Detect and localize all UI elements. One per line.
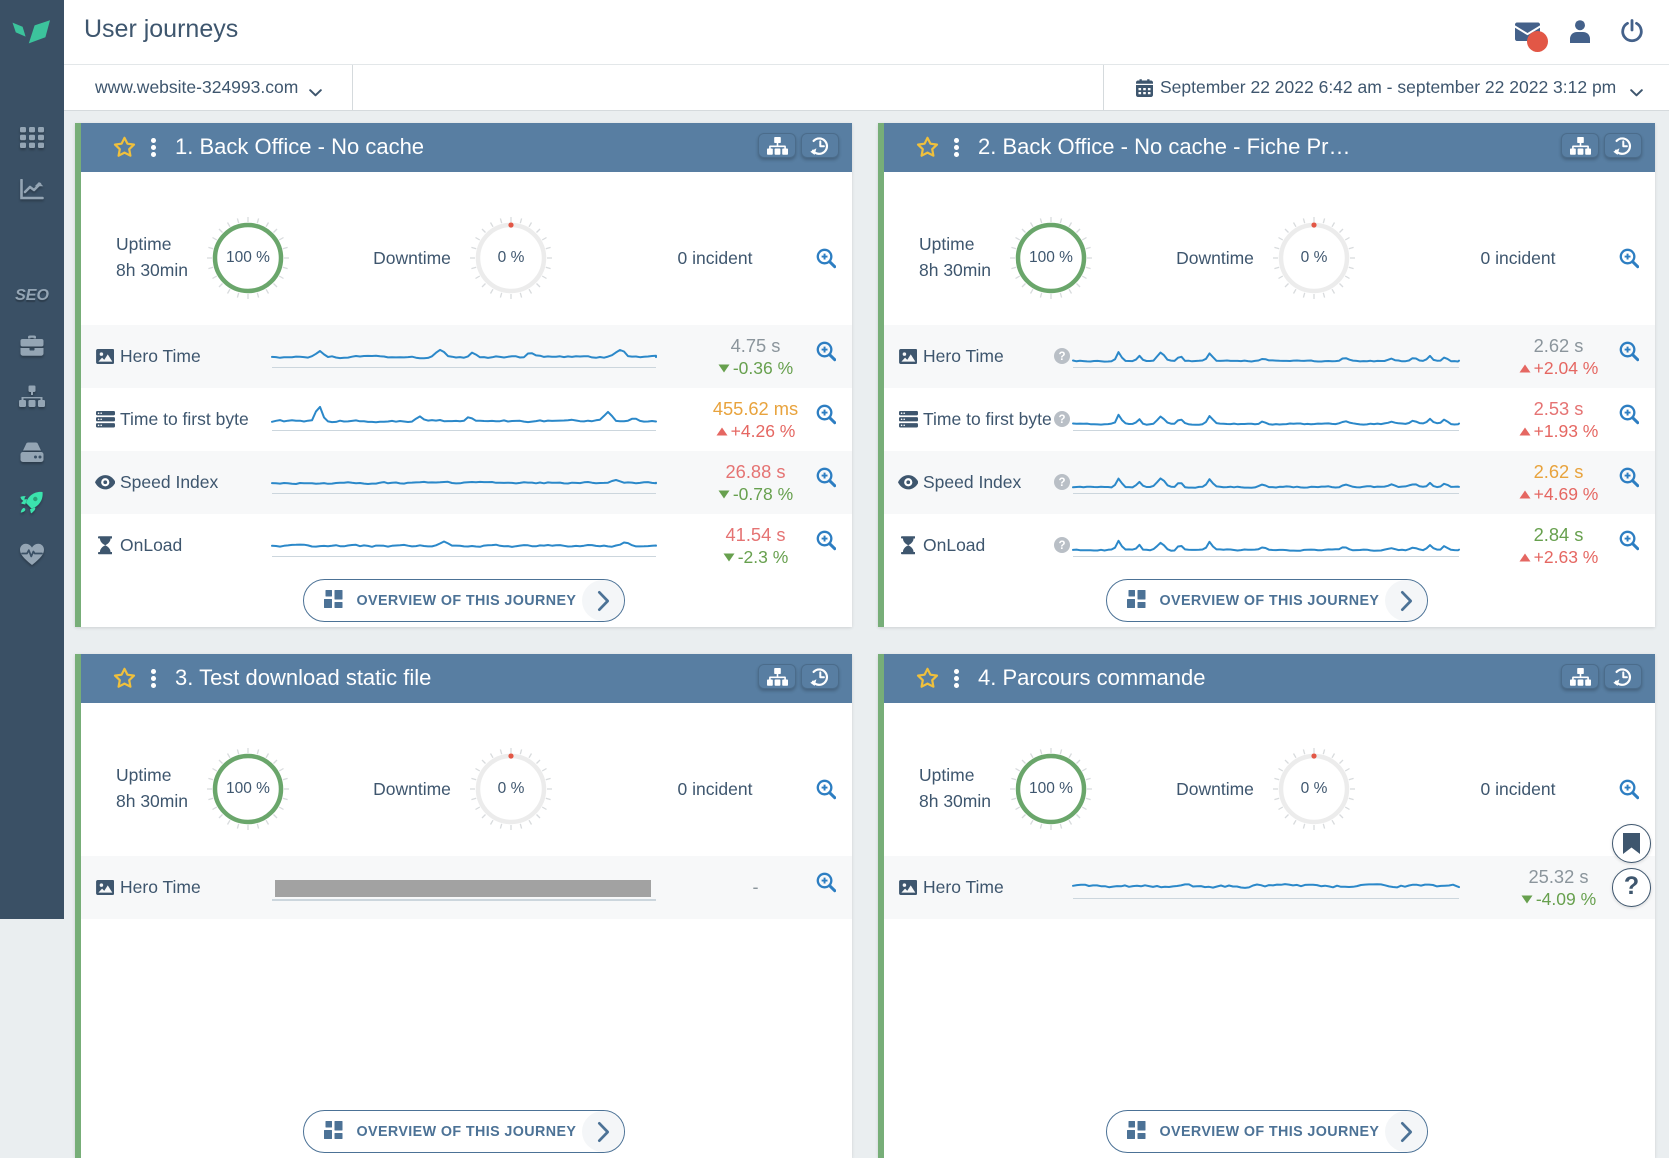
svg-text:?: ? [1058, 477, 1065, 489]
svg-text:?: ? [1058, 414, 1065, 426]
svg-text:?: ? [1058, 351, 1065, 363]
svg-text:?: ? [1058, 540, 1065, 552]
